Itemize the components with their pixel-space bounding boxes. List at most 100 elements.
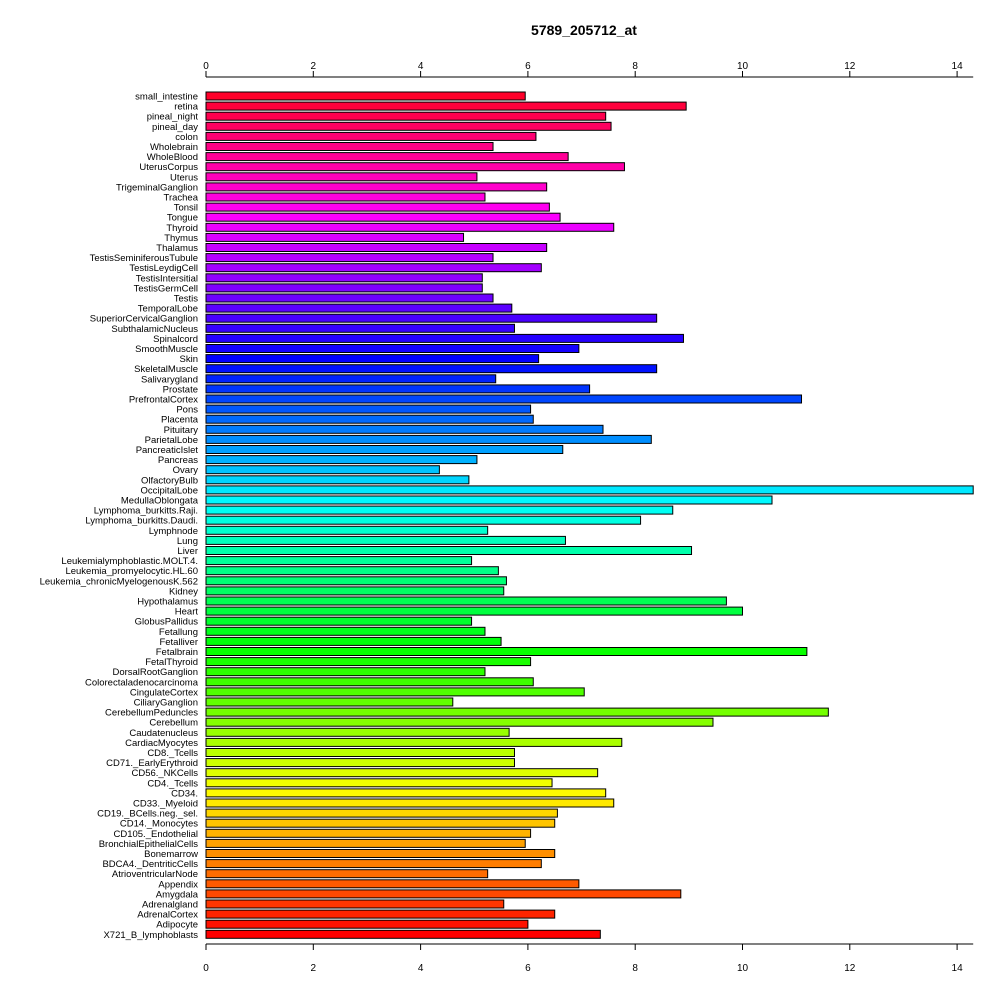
category-label: Skin xyxy=(180,354,198,365)
category-label: SkeletalMuscle xyxy=(134,364,198,375)
bar xyxy=(205,273,483,283)
bar xyxy=(205,333,684,343)
category-label: CerebellumPeduncles xyxy=(105,708,198,719)
bar xyxy=(205,434,652,444)
bar xyxy=(205,576,507,586)
bar xyxy=(205,495,773,505)
category-label: PrefrontalCortex xyxy=(129,395,198,406)
category-label: Lymphnode xyxy=(149,526,198,537)
category-label: Fetalliver xyxy=(159,637,198,648)
bar xyxy=(205,596,727,606)
bar xyxy=(205,172,478,182)
bar xyxy=(205,707,829,717)
bar xyxy=(205,313,658,323)
bar xyxy=(205,293,494,303)
bar xyxy=(205,455,478,465)
category-label: CiliaryGanglion xyxy=(134,698,198,709)
category-label: CD14._Monocytes xyxy=(120,819,198,830)
top-axis-tick-label: 6 xyxy=(525,61,531,72)
bar xyxy=(205,121,612,131)
category-label: FetalThyroid xyxy=(145,657,198,668)
bar xyxy=(205,859,542,869)
category-label: GlobusPallidus xyxy=(135,617,199,628)
category-label: Uterus xyxy=(170,172,198,183)
bar xyxy=(205,778,553,788)
top-axis-tick-label: 2 xyxy=(311,61,317,72)
category-label: DorsalRootGanglion xyxy=(112,667,198,678)
bar xyxy=(205,737,623,747)
bar xyxy=(205,647,808,656)
bar xyxy=(205,424,604,434)
category-label: CD56._NKCells xyxy=(131,768,198,779)
bar xyxy=(205,879,580,889)
category-label: PancreaticIslet xyxy=(136,445,199,456)
bar xyxy=(205,606,743,616)
bar xyxy=(205,162,625,172)
category-label: OlfactoryBulb xyxy=(141,475,198,486)
category-label: UterusCorpus xyxy=(139,162,198,173)
category-label: Adipocyte xyxy=(156,920,198,931)
bar xyxy=(205,485,974,495)
category-labels-group: small_intestineretinapineal_nightpineal_… xyxy=(40,92,199,941)
bottom-axis-tick-label: 6 xyxy=(525,963,531,974)
category-label: Colorectaladenocarcinoma xyxy=(85,677,199,688)
bar xyxy=(205,354,540,364)
category-label: retina xyxy=(174,102,198,113)
category-label: CardiacMyocytes xyxy=(125,738,198,749)
bar xyxy=(205,768,599,778)
top-axis-tick-label: 10 xyxy=(737,61,749,72)
category-label: colon xyxy=(175,132,198,143)
bar xyxy=(205,475,470,485)
bar xyxy=(205,232,465,242)
bar xyxy=(205,697,454,707)
category-label: Heart xyxy=(175,607,199,618)
category-label: Thyroid xyxy=(166,223,198,234)
bar xyxy=(205,505,674,515)
bar xyxy=(205,222,615,232)
bottom-axis-tick-label: 8 xyxy=(632,963,638,974)
bar xyxy=(205,808,558,818)
bar xyxy=(205,253,494,263)
bars-group xyxy=(205,91,974,939)
category-label: TestisSeminiferousTubule xyxy=(90,253,198,264)
chart-title: 5789_205712_at xyxy=(531,22,637,38)
bar xyxy=(205,404,532,414)
bar xyxy=(205,586,505,596)
category-label: Fetalbrain xyxy=(156,647,198,658)
category-label: BDCA4._DentriticCells xyxy=(102,859,198,870)
bar xyxy=(205,788,607,798)
bar xyxy=(205,445,564,454)
category-label: SuperiorCervicalGanglion xyxy=(90,314,198,325)
bar xyxy=(205,364,658,374)
bar xyxy=(205,465,440,475)
bar xyxy=(205,667,486,677)
top-axis-tick-label: 4 xyxy=(418,61,424,72)
category-label: Kidney xyxy=(169,586,198,597)
category-label: Thalamus xyxy=(156,243,198,254)
category-label: Trachea xyxy=(164,193,199,204)
category-label: BronchialEpithelialCells xyxy=(99,839,199,850)
category-label: SmoothMuscle xyxy=(135,344,198,355)
category-label: OccipitalLobe xyxy=(140,485,198,496)
bar xyxy=(205,91,526,101)
category-label: X721_B_lymphoblasts xyxy=(103,930,198,941)
bar xyxy=(205,546,693,555)
bar xyxy=(205,323,515,333)
bar xyxy=(205,828,532,838)
bar xyxy=(205,283,483,293)
category-label: pineal_day xyxy=(152,122,198,133)
category-label: Prostate xyxy=(163,384,198,395)
category-label: Fetallung xyxy=(159,627,198,638)
bar xyxy=(205,869,489,879)
top-axis-tick-label: 8 xyxy=(632,61,638,72)
bar xyxy=(205,535,566,545)
category-label: Placenta xyxy=(161,415,199,426)
category-label: Lymphoma_burkitts.Daudi. xyxy=(85,516,198,527)
bar xyxy=(205,192,486,202)
bar xyxy=(205,677,534,687)
bar xyxy=(205,616,473,626)
bar xyxy=(205,717,714,727)
category-label: Leukemia_promyelocytic.HL.60 xyxy=(65,566,198,577)
bottom-axis-tick-label: 0 xyxy=(203,963,209,974)
bottom-axis-tick-label: 14 xyxy=(952,963,964,974)
